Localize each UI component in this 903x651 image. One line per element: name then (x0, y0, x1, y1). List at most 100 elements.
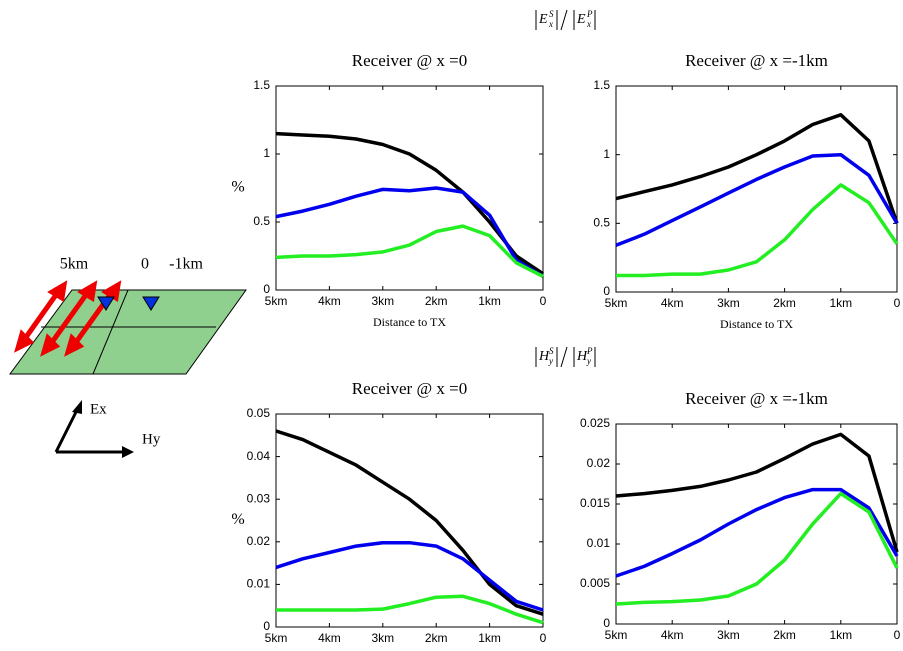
diagram-label: 5km (60, 256, 89, 273)
x-tick-label: 5km (605, 296, 628, 310)
arrow-head (72, 400, 82, 414)
y-tick-label: 0 (603, 284, 610, 298)
formula-sup: S (549, 9, 554, 19)
x-tick-label: 1km (478, 631, 501, 645)
diagram-label: Ex (90, 401, 107, 417)
y-tick-label: 1 (603, 147, 610, 161)
y-tick-label: 0.5 (253, 214, 270, 228)
series-line (276, 594, 544, 625)
x-tick-label: 2km (773, 296, 796, 310)
x-tick-label: 4km (318, 294, 341, 308)
series-line (615, 432, 899, 553)
x-tick-label: 1km (829, 628, 852, 642)
diagram-label: Hy (142, 431, 161, 447)
chart-title: Receiver @ x =0 (352, 51, 467, 70)
x-tick-label: 2km (425, 631, 448, 645)
y-tick-label: 0.01 (587, 536, 611, 550)
y-tick-label: 0.05 (247, 406, 271, 420)
y-tick-label: 0.04 (247, 449, 271, 463)
series-line (615, 113, 899, 224)
formula-sub: x (548, 19, 553, 29)
series-line (616, 183, 899, 278)
chart-title: Receiver @ x =0 (352, 379, 467, 398)
divide (560, 346, 568, 368)
y-axis-label: % (231, 179, 244, 196)
chart: Receiver @ x =0 0 0.01 0.02 0.03 0.04 0.05 5km 4… (231, 379, 546, 645)
arrow-head (122, 446, 134, 458)
x-tick-label: 3km (371, 294, 394, 308)
y-tick-label: 0.01 (247, 577, 271, 591)
plate-line (92, 289, 129, 375)
formula-base: H (538, 349, 550, 364)
chart-title: Receiver @ x =-1km (685, 389, 828, 408)
formula-base: H (576, 349, 588, 364)
series-line (615, 491, 899, 606)
formula-base: E (538, 12, 548, 27)
plot-frame (275, 85, 544, 291)
formula-sup: P (586, 9, 593, 19)
chart: Receiver @ x =-1km 0 0.5 1 1.5 5km 4km 3km 2km 1k… (593, 51, 900, 331)
x-tick-label: 3km (717, 628, 740, 642)
formula-sub: x (586, 19, 591, 29)
series-line (615, 152, 899, 247)
plot-frame (275, 413, 544, 628)
y-tick-label: 0.03 (247, 491, 271, 505)
x-tick-label: 1km (829, 296, 852, 310)
y-tick-label: 0.015 (580, 496, 610, 510)
series-line (615, 487, 899, 578)
receiver (142, 296, 160, 311)
y-tick-label: 1 (263, 146, 270, 160)
y-tick-label: 0.02 (587, 456, 611, 470)
x-tick-label: 2km (425, 294, 448, 308)
formula-sup: S (549, 346, 554, 356)
x-tick-label: 5km (605, 628, 628, 642)
y-axis-label: % (231, 511, 244, 528)
diagram-label: -1km (169, 256, 203, 273)
chart: Receiver @ x =-1km 0 0.005 0.01 0.015 0.02 0.0… (580, 389, 901, 642)
x-tick-label: 3km (717, 296, 740, 310)
series-line (275, 186, 544, 278)
x-tick-label: 5km (265, 631, 288, 645)
source-arrows (14, 280, 122, 357)
y-tick-label: 0.025 (580, 416, 610, 430)
plot-frame (615, 423, 898, 625)
y-tick-label: 1.5 (253, 78, 270, 92)
y-tick-label: 0 (603, 616, 610, 630)
y-tick-label: 0.005 (580, 576, 610, 590)
y-tick-label: 0 (263, 619, 270, 633)
x-tick-label: 2km (773, 628, 796, 642)
series-line (275, 429, 544, 616)
plate (9, 289, 247, 375)
formula-base: E (576, 12, 586, 27)
chart-title: Receiver @ x =-1km (685, 51, 828, 70)
axis-arrow (54, 407, 80, 453)
x-tick-label: 4km (661, 296, 684, 310)
x-axis-label: Distance to TX (373, 315, 446, 329)
receiver (97, 296, 115, 311)
x-tick-label: 0 (540, 631, 547, 645)
x-tick-label: 4km (661, 628, 684, 642)
x-tick-label: 3km (371, 631, 394, 645)
series-line (275, 131, 544, 276)
x-tick-label: 0 (540, 294, 547, 308)
plot-frame (615, 85, 898, 293)
formula-sub: y (586, 356, 591, 366)
x-axis-label: Distance to TX (720, 317, 793, 331)
series-line (275, 540, 544, 612)
formula-sup: P (586, 346, 593, 356)
x-tick-label: 0 (894, 296, 901, 310)
y-tick-label: 1.5 (593, 78, 610, 92)
divide (560, 9, 568, 31)
diagram: 5km 0 -1km Ex Hy (9, 256, 247, 458)
y-tick-label: 0.02 (247, 534, 271, 548)
y-tick-label: 0.5 (593, 216, 610, 230)
x-tick-label: 5km (265, 294, 288, 308)
formula-sub: y (548, 356, 553, 366)
diagram-label: 0 (141, 256, 149, 273)
series-line (275, 224, 544, 278)
x-tick-label: 0 (894, 628, 901, 642)
y-tick-label: 0 (263, 282, 270, 296)
